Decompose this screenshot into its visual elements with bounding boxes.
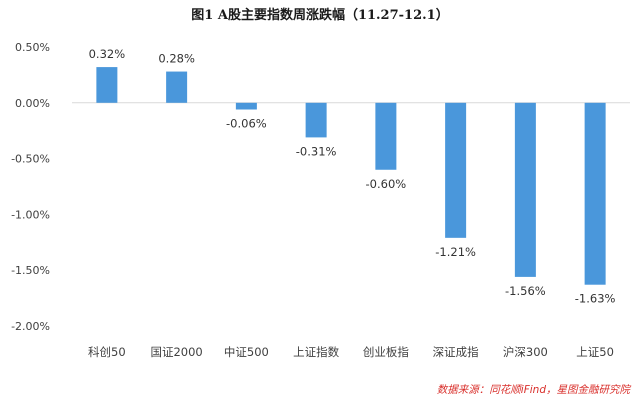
bar	[305, 102, 327, 138]
y-tick-label: 0.00%	[15, 97, 50, 110]
data-label: -0.31%	[296, 144, 337, 158]
category-label: 国证2000	[150, 345, 202, 359]
source-note: 数据来源：同花顺iFind，星图金融研究院	[437, 384, 632, 396]
data-label: -1.63%	[575, 292, 616, 306]
bar	[235, 102, 257, 110]
category-label: 中证500	[224, 345, 269, 359]
y-tick-label: -1.50%	[11, 264, 50, 277]
y-tick-label: -2.00%	[11, 320, 50, 333]
category-labels: 科创50 国证2000 中证500 上证指数 创业板指 深证成指 沪深300 上证50	[88, 345, 614, 359]
bar	[445, 102, 467, 238]
data-label: -1.56%	[505, 284, 546, 298]
bar	[166, 71, 188, 103]
category-label: 上证50	[576, 345, 614, 359]
category-label: 上证指数	[293, 345, 339, 359]
data-labels: 0.32% 0.28% -0.06% -0.31% -0.60% -1.21% -1.56%…	[89, 47, 616, 306]
category-label: 科创50	[88, 345, 126, 359]
y-tick-label: 0.50%	[15, 41, 50, 54]
bar	[514, 102, 536, 277]
y-axis: 0.50% 0.00% -0.50% -1.00% -1.50% -2.00%	[11, 41, 50, 333]
data-label: -0.06%	[226, 116, 267, 130]
category-label: 沪深300	[503, 345, 548, 359]
bars	[96, 67, 606, 285]
data-label: 0.28%	[158, 52, 195, 66]
data-label: -0.60%	[366, 177, 407, 191]
y-tick-label: -0.50%	[11, 153, 50, 166]
y-tick-label: -1.00%	[11, 208, 50, 221]
bar	[96, 67, 118, 103]
data-label: 0.32%	[89, 47, 126, 61]
bar	[584, 102, 606, 285]
category-label: 深证成指	[433, 345, 479, 359]
data-label: -1.21%	[435, 245, 476, 259]
category-label: 创业板指	[363, 345, 409, 359]
bar	[375, 102, 397, 170]
chart-title: 图1 A股主要指数周涨跌幅（11.27-12.1）	[191, 7, 448, 23]
